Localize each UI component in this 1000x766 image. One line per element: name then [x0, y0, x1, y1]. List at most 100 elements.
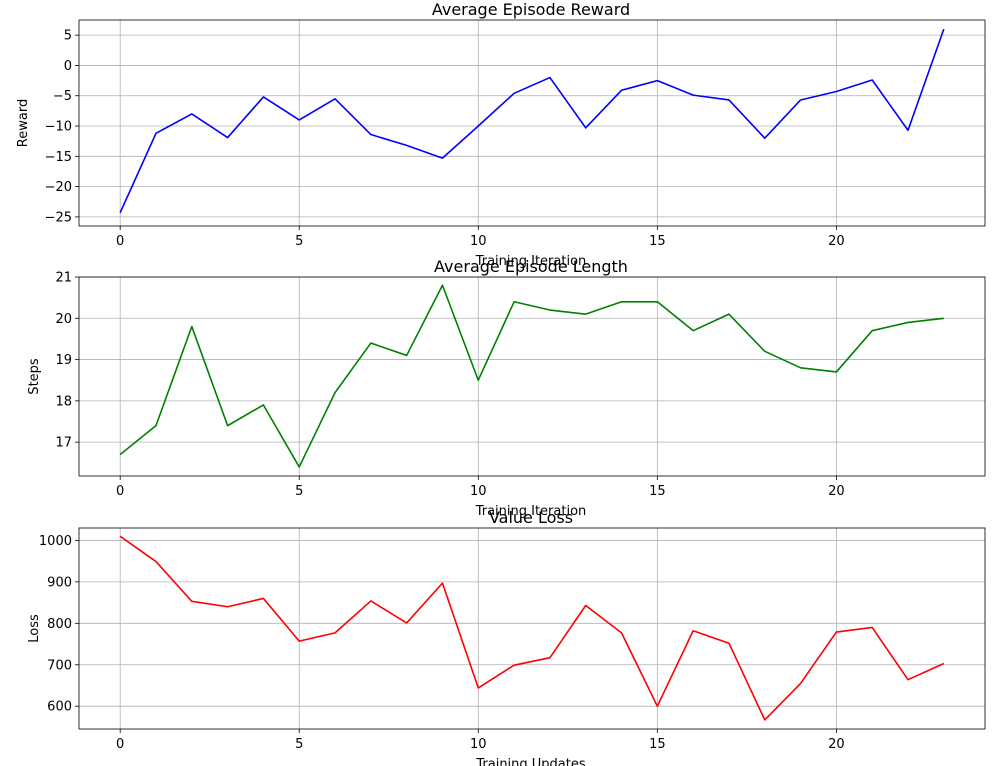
- x-tick-label: 0: [116, 484, 124, 499]
- y-tick-label: −10: [45, 120, 72, 135]
- data-point: [549, 657, 551, 659]
- data-point: [405, 144, 407, 146]
- data-point: [191, 600, 193, 602]
- subplot-2: 0 5 10 15 20 17 18 19 20 21 Training Iteration Step…: [27, 257, 986, 519]
- y-tick-label: −20: [45, 180, 72, 195]
- data-point: [799, 682, 801, 684]
- data-point: [764, 719, 766, 721]
- y-axis-label: Loss: [27, 614, 42, 643]
- data-point: [405, 622, 407, 624]
- series-line: [119, 535, 945, 721]
- data-point: [656, 301, 658, 303]
- data-point: [764, 350, 766, 352]
- data-point: [585, 313, 587, 315]
- data-point: [728, 642, 730, 644]
- y-tick-label: 18: [55, 394, 72, 409]
- x-axis-label: Training Updates: [475, 757, 586, 766]
- data-point: [799, 367, 801, 369]
- data-point: [907, 678, 909, 680]
- data-point: [226, 606, 228, 608]
- data-point: [799, 99, 801, 101]
- plot-frame: [78, 276, 986, 477]
- data-point: [441, 157, 443, 159]
- y-tick-label: 600: [47, 700, 72, 715]
- y-axis-label: Reward: [16, 99, 31, 147]
- data-point: [477, 379, 479, 381]
- x-tick-label: 0: [116, 234, 124, 249]
- data-point: [907, 129, 909, 131]
- data-point: [585, 604, 587, 606]
- y-tick-label: −5: [53, 89, 72, 104]
- plot-frame: [78, 527, 986, 730]
- data-point: [656, 705, 658, 707]
- data-point: [226, 424, 228, 426]
- data-point: [513, 301, 515, 303]
- y-tick-label: 21: [55, 271, 72, 286]
- y-tick-label: 19: [55, 353, 72, 368]
- data-point: [692, 329, 694, 331]
- x-tick-label: 10: [470, 234, 487, 249]
- data-point: [835, 90, 837, 92]
- data-point: [119, 211, 121, 213]
- x-axis-label: Training Iteration: [475, 254, 587, 269]
- plot-frame: [78, 19, 986, 227]
- data-point: [943, 28, 945, 30]
- data-point: [692, 94, 694, 96]
- data-point: [620, 89, 622, 91]
- data-point: [513, 664, 515, 666]
- data-point: [728, 313, 730, 315]
- chart-title: Value Loss: [489, 508, 573, 527]
- chart-title: Average Episode Length: [434, 257, 628, 276]
- data-point: [477, 687, 479, 689]
- data-point: [226, 136, 228, 138]
- data-point: [298, 119, 300, 121]
- series-line: [119, 28, 945, 213]
- y-tick-label: 17: [55, 436, 72, 451]
- data-point: [298, 640, 300, 642]
- y-tick-label: 700: [47, 658, 72, 673]
- x-tick-label: 20: [828, 737, 845, 752]
- y-tick-label: 900: [47, 575, 72, 590]
- data-point: [370, 342, 372, 344]
- x-tick-label: 20: [828, 234, 845, 249]
- data-point: [119, 535, 121, 537]
- data-point: [835, 371, 837, 373]
- y-tick-label: −15: [45, 150, 72, 165]
- data-point: [191, 325, 193, 327]
- data-point: [549, 309, 551, 311]
- data-point: [943, 662, 945, 664]
- x-tick-label: 5: [295, 737, 303, 752]
- x-tick-label: 20: [828, 484, 845, 499]
- data-point: [155, 132, 157, 134]
- series-line: [119, 284, 944, 468]
- data-point: [692, 630, 694, 632]
- data-point: [620, 632, 622, 634]
- data-point: [441, 582, 443, 584]
- y-tick-label: 20: [55, 312, 72, 327]
- data-point: [262, 404, 264, 406]
- chart-title: Average Episode Reward: [432, 0, 630, 19]
- data-point: [585, 127, 587, 129]
- x-axis-label: Training Iteration: [475, 504, 587, 519]
- y-tick-label: −25: [45, 210, 72, 225]
- data-point: [764, 137, 766, 139]
- data-point: [334, 98, 336, 100]
- x-tick-label: 0: [116, 737, 124, 752]
- data-point: [262, 597, 264, 599]
- data-point: [728, 99, 730, 101]
- data-point: [119, 453, 121, 455]
- x-tick-label: 5: [295, 484, 303, 499]
- subplot-1: 0 5 10 15 20 5 0 −5 −10 −15 −20 −25 Training Iterati…: [16, 0, 986, 269]
- x-tick-label: 5: [295, 234, 303, 249]
- data-point: [155, 560, 157, 562]
- x-tick-label: 15: [649, 234, 666, 249]
- y-tick-label: 1000: [39, 534, 72, 549]
- data-point: [835, 631, 837, 633]
- data-point: [477, 125, 479, 127]
- data-point: [620, 301, 622, 303]
- data-point: [871, 79, 873, 81]
- x-tick-label: 10: [470, 484, 487, 499]
- y-tick-label: 0: [64, 59, 72, 74]
- data-point: [370, 600, 372, 602]
